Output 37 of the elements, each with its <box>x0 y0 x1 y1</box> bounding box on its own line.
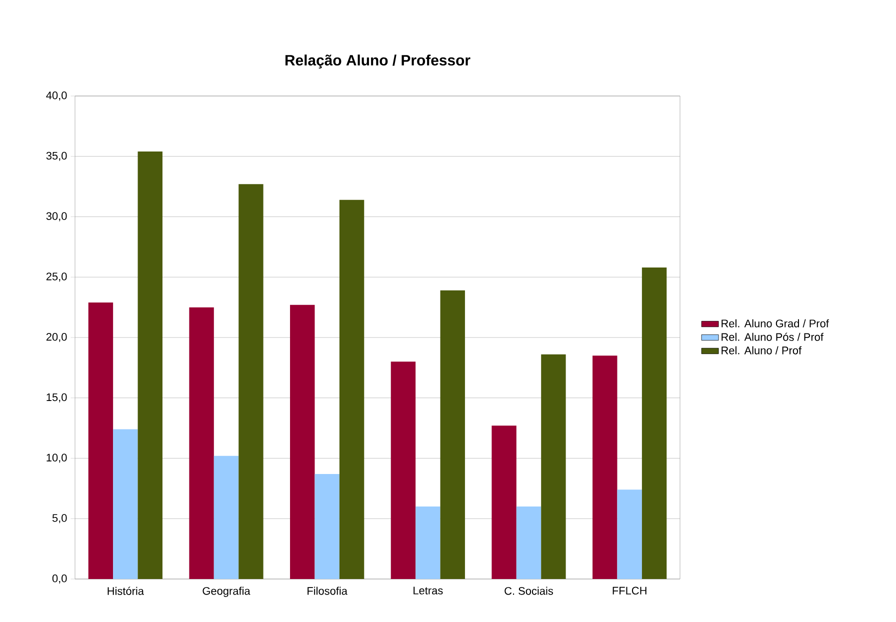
bar <box>617 490 642 579</box>
y-tick-label: 30,0 <box>46 212 67 222</box>
chart-title: Relação Aluno / Professor <box>285 54 470 68</box>
y-tick-label: 5,0 <box>52 514 67 524</box>
legend-label: Rel. Aluno Pós / Prof <box>722 332 824 341</box>
y-tick-label: 10,0 <box>46 454 67 463</box>
bar <box>339 200 364 579</box>
bar <box>592 356 618 579</box>
bar <box>390 362 416 579</box>
x-tick-label: FFLCH <box>612 586 646 595</box>
x-tick-label: Geografia <box>202 586 250 597</box>
x-tick-label: História <box>108 586 144 595</box>
y-tick-label: 15,0 <box>46 393 67 402</box>
x-tick-label: C. Sociais <box>504 586 553 595</box>
bar <box>138 152 162 579</box>
bar <box>516 506 542 579</box>
bar <box>642 267 667 579</box>
x-tick-label: Filosofia <box>308 586 348 595</box>
bar <box>189 307 214 579</box>
bar <box>541 354 566 579</box>
bar <box>314 474 340 579</box>
bar <box>416 506 440 579</box>
legend-label: Rel. Aluno Grad / Prof <box>722 319 829 328</box>
bar <box>113 429 138 579</box>
bar <box>88 302 114 579</box>
y-tick-label: 35,0 <box>46 152 67 161</box>
legend-label: Rel. Aluno / Prof <box>722 346 802 354</box>
y-tick-label: 25,0 <box>46 272 67 282</box>
bar <box>290 304 315 579</box>
bar <box>492 426 516 579</box>
bar <box>238 184 264 579</box>
bar <box>214 456 239 579</box>
y-tick-label: 0,0 <box>52 574 67 584</box>
bar <box>440 290 465 579</box>
y-tick-label: 40,0 <box>46 91 67 101</box>
x-tick-label: Letras <box>414 586 443 594</box>
y-tick-label: 20,0 <box>46 332 67 342</box>
